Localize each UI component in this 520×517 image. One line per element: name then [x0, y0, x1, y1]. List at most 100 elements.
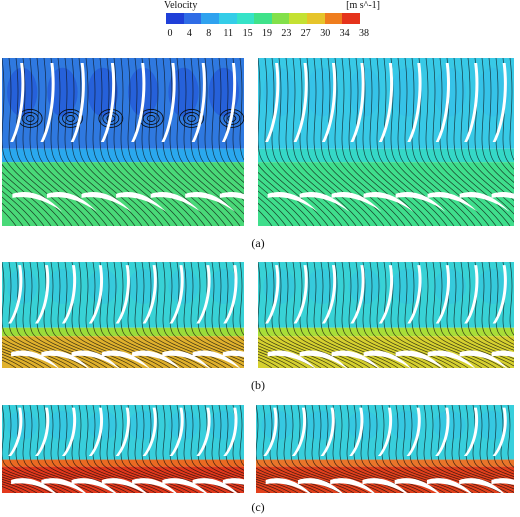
caption-b: (b): [251, 378, 265, 392]
flow-panel-a-left: [2, 58, 244, 226]
streamline: [271, 262, 343, 368]
streamline: [36, 405, 108, 493]
stator-blade: [491, 350, 514, 358]
legend-color-swatch: [183, 13, 202, 24]
stator-blade: [459, 192, 510, 212]
velocity-patch: [47, 410, 78, 440]
legend-tick-label: 23: [281, 28, 292, 39]
streamline: [183, 405, 244, 489]
streamline: [2, 476, 45, 493]
legend-tick-label: 0: [167, 28, 173, 39]
streamline: [278, 58, 350, 226]
legend-color-swatch: [307, 13, 325, 24]
velocity-patch: [433, 410, 466, 440]
streamline: [458, 405, 514, 487]
streamline: [256, 483, 278, 493]
streamline: [204, 262, 244, 354]
rotor-blade: [350, 265, 365, 324]
streamline: [256, 481, 285, 493]
velocity-patch: [168, 67, 199, 117]
streamline: [432, 58, 504, 226]
stator-blade: [101, 350, 150, 368]
streamline: [479, 405, 514, 480]
rotor-blade: [223, 407, 238, 457]
velocity-patch: [263, 268, 296, 304]
streamline: [509, 58, 514, 161]
rotor-blade: [406, 407, 421, 457]
streamline: [127, 58, 199, 226]
rotor-blade: [377, 407, 393, 457]
legend-tick-label: 27: [300, 28, 311, 39]
streamline: [258, 348, 301, 368]
streamline: [383, 262, 455, 368]
stator-blade: [331, 350, 380, 368]
streamline: [258, 353, 287, 368]
caption-c: (c): [251, 500, 265, 514]
stator-blade: [459, 350, 508, 368]
streamline: [395, 405, 467, 493]
streamline: [381, 405, 453, 493]
streamline: [362, 262, 434, 368]
rotor-blade: [131, 63, 146, 142]
legend-tick-label: 11: [223, 28, 234, 39]
vortex-swirl: [21, 112, 39, 125]
streamline: [211, 58, 244, 189]
stator-blade: [491, 478, 514, 486]
streamline: [258, 190, 294, 226]
legend-color-swatch: [166, 13, 184, 24]
legend-tick-label: 15: [242, 28, 253, 39]
streamline: [362, 58, 434, 226]
rotor-blade: [291, 407, 307, 457]
streamline: [85, 405, 157, 493]
streamline: [148, 262, 220, 368]
rotor-blade: [223, 265, 238, 324]
streamline: [85, 58, 157, 226]
stator-blade: [71, 478, 117, 493]
rotor-blade: [435, 63, 451, 142]
streamline: [218, 262, 244, 348]
flow-panel-a-right: [258, 58, 514, 226]
streamline: [299, 58, 371, 226]
stator-blade: [362, 478, 408, 493]
upper-rotor-region: [258, 58, 514, 149]
flow-field: [2, 262, 244, 368]
streamline: [2, 405, 73, 493]
streamline: [148, 58, 220, 226]
rotor-blade: [88, 265, 104, 324]
streamline: [299, 262, 371, 368]
streamline: [258, 184, 301, 226]
streamline: [256, 405, 327, 493]
flow-panel-b-left: [2, 262, 244, 368]
rotor-blade: [321, 265, 337, 324]
rotor-blade: [10, 63, 25, 142]
streamline: [2, 190, 38, 226]
flow-field: [258, 262, 514, 368]
legend-color-swatch: [342, 13, 361, 24]
streamline: [8, 58, 80, 226]
streamline: [2, 171, 59, 226]
streamline: [258, 351, 294, 368]
velocity-patch: [47, 67, 78, 117]
vortex-swirl: [179, 109, 204, 128]
streamlines: [258, 58, 514, 226]
streamline: [258, 262, 329, 368]
streamline: [190, 405, 244, 486]
streamline: [439, 58, 511, 226]
flow-panel-b-right: [258, 262, 514, 368]
streamline: [2, 353, 31, 368]
flow-panel-c-right: [256, 405, 514, 493]
stator-blade: [219, 192, 244, 200]
streamline: [36, 262, 108, 368]
velocity-patch: [208, 67, 239, 117]
streamline: [495, 262, 514, 345]
stator-blade: [116, 192, 167, 212]
rotor-blade: [435, 407, 450, 457]
velocity-patch: [263, 67, 296, 117]
streamline: [271, 58, 343, 226]
streamline: [481, 58, 514, 189]
streamline: [488, 262, 514, 348]
streamline: [99, 58, 171, 226]
velocity-patch: [434, 67, 466, 117]
streamline: [481, 262, 514, 351]
streamline: [411, 58, 483, 226]
